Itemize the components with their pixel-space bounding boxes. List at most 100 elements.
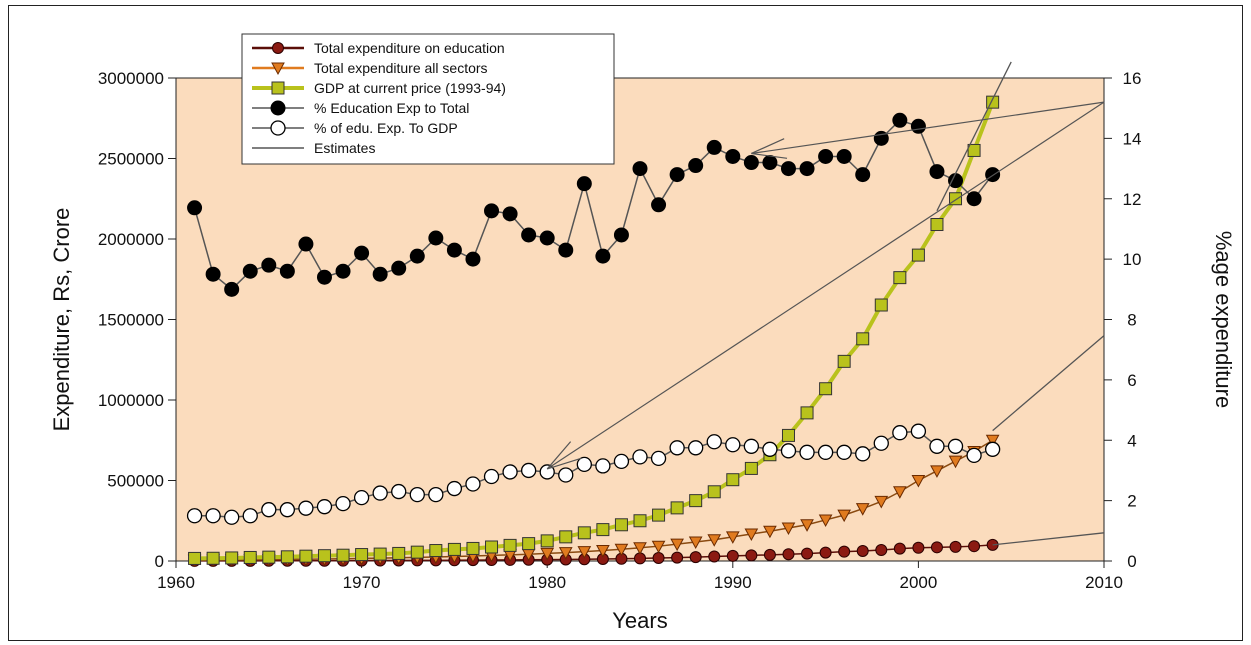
series-2-point-22 [596, 523, 610, 537]
series-3-point-26 [669, 167, 685, 183]
series-4-point-12 [409, 486, 425, 503]
series-0-point-42 [968, 540, 981, 553]
series-3-point-30 [743, 155, 759, 171]
series-4-point-4 [261, 502, 277, 518]
series-1-point-34 [818, 514, 833, 527]
legend-item-3: % Education Exp to Total [252, 100, 469, 116]
right-tick-label-4: 8 [1127, 311, 1136, 330]
series-2-point-3 [243, 550, 257, 564]
series-3-point-14 [446, 242, 462, 258]
series-3-point-11 [391, 260, 407, 276]
series-2-point-18 [522, 537, 536, 551]
legend-label-0: Total expenditure on education [314, 40, 505, 56]
series-4-point-27 [688, 440, 704, 456]
estimate-line-2 [992, 532, 1105, 546]
series-2-point-13 [429, 544, 443, 558]
x-tick-label-1: 1970 [343, 573, 381, 592]
series-3-point-9 [354, 245, 370, 261]
series-2-point-23 [614, 518, 628, 532]
series-0-point-31 [763, 548, 776, 561]
series-1-point-27 [688, 536, 703, 550]
series-3-point-19 [539, 230, 555, 246]
series-2-point-34 [819, 382, 833, 396]
series-2-point-17 [503, 538, 517, 552]
series-4-point-35 [836, 444, 852, 460]
series-3-point-32 [780, 161, 796, 177]
series-2-point-19 [540, 534, 554, 548]
series-4-point-29 [725, 437, 741, 453]
legend-item-1: Total expenditure all sectors [252, 60, 488, 76]
series-2-point-37 [874, 298, 888, 312]
series-3-point-40 [929, 164, 945, 180]
series-2-point-16 [485, 540, 499, 554]
series-3-point-10 [372, 266, 388, 282]
series-3-point-28 [706, 139, 722, 155]
series-4-point-22 [595, 458, 611, 474]
series-2-point-5 [280, 550, 294, 564]
series-3-point-12 [409, 248, 425, 264]
series-1-point-29 [725, 531, 740, 544]
legend-label-3: % Education Exp to Total [314, 100, 469, 116]
series-3-point-20 [558, 242, 574, 258]
series-3-point-0 [187, 200, 203, 216]
series-1-point-25 [651, 540, 666, 554]
series-2-point-29 [726, 473, 740, 487]
series-4-point-2 [224, 509, 240, 525]
series-2-point-12 [410, 545, 424, 559]
series-0-point-32 [782, 548, 795, 561]
series-4-point-9 [353, 489, 370, 506]
series-3-point-6 [298, 236, 314, 252]
series-4-point-28 [706, 434, 722, 450]
left-y-axis-label: Expenditure, Rs, Crore [49, 208, 74, 432]
series-3-point-13 [428, 230, 444, 246]
series-2-point-8 [336, 548, 350, 562]
series-2-point-32 [781, 428, 795, 442]
series-4-point-32 [780, 443, 797, 459]
series-4-point-39 [910, 423, 927, 439]
series-1-point-31 [763, 525, 777, 539]
series-3-point-31 [762, 155, 778, 171]
series-4-point-24 [632, 449, 648, 465]
right-tick-label-7: 14 [1123, 129, 1142, 148]
series-3 [187, 112, 1001, 297]
series-1-point-41 [948, 455, 963, 469]
series-1-point-36 [855, 503, 870, 516]
series-0-point-28 [708, 550, 721, 563]
series-4-point-41 [947, 438, 964, 454]
series-4-point-20 [558, 467, 574, 483]
series-3-point-7 [316, 269, 332, 285]
right-tick-label-6: 12 [1123, 190, 1142, 209]
series-0-point-27 [689, 551, 702, 564]
series-1-point-43 [985, 434, 1000, 448]
series-0-point-30 [745, 549, 758, 562]
series-2-point-9 [355, 548, 369, 562]
series-3-point-15 [465, 251, 481, 267]
series-4 [186, 423, 1001, 525]
series-3-point-18 [521, 227, 537, 243]
series-1-point-39 [911, 475, 926, 488]
legend-marker-2 [271, 81, 285, 95]
series-0-point-40 [930, 541, 943, 554]
series-1-point-35 [837, 509, 852, 523]
series-2-point-0 [188, 551, 202, 565]
estimate-line-1 [992, 335, 1105, 432]
series-4-point-17 [502, 464, 518, 480]
chart-svg: 0 500000 1000000 1500000 2000000 2500000 30000… [49, 33, 1236, 633]
series-4-point-23 [613, 453, 630, 470]
left-tick-label-3: 1500000 [98, 311, 164, 330]
series-1-point-21 [577, 546, 592, 559]
series-0-point-38 [893, 542, 906, 555]
x-axis: 1960 1970 1980 1990 2000 2010 [157, 561, 1123, 592]
estimate-line-0 [936, 61, 1012, 212]
series-0-point-36 [856, 545, 869, 558]
series-4-point-15 [465, 476, 481, 492]
series-4-point-40 [929, 438, 945, 454]
series-0-point-33 [801, 547, 814, 560]
series-4-point-21 [576, 456, 592, 473]
series-3-point-33 [799, 161, 815, 177]
series-2 [188, 95, 1000, 565]
series-2-point-2 [225, 551, 239, 565]
right-tick-label-0: 0 [1127, 552, 1136, 571]
series-2-point-21 [577, 526, 591, 540]
series-1-point-19 [540, 547, 555, 561]
